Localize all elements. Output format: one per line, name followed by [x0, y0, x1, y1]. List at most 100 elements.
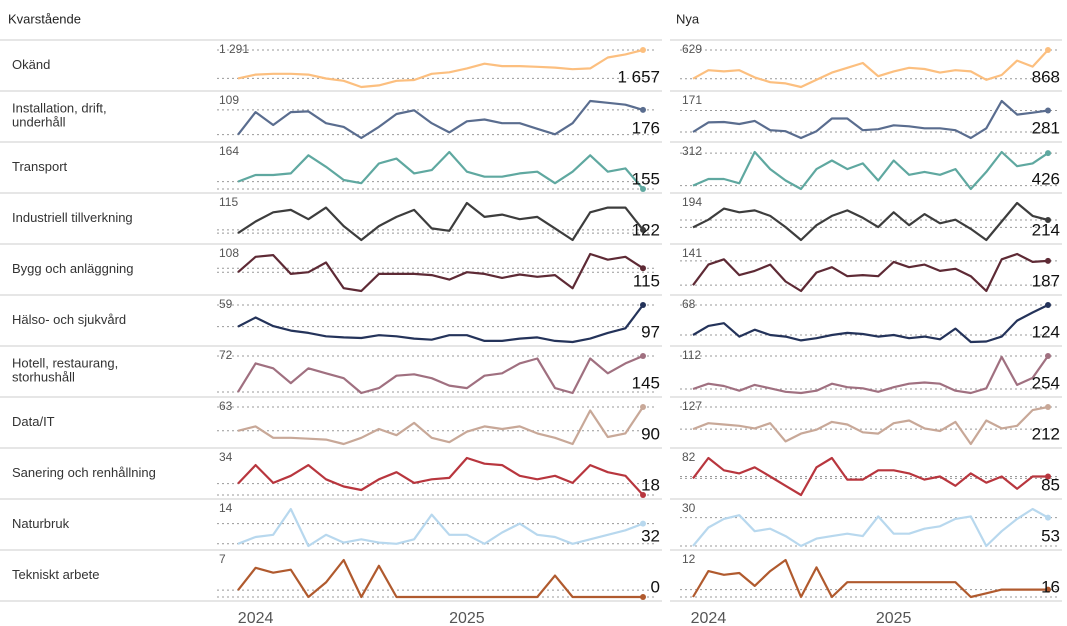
last-value-label: 214	[1032, 220, 1060, 239]
last-value-label: 145	[632, 373, 660, 392]
last-value-label: 97	[641, 322, 660, 341]
end-point	[640, 226, 646, 233]
last-value-label: 281	[1032, 118, 1060, 137]
last-value-label: 176	[632, 118, 660, 137]
first-value-label: 108	[219, 246, 239, 260]
end-point	[1045, 217, 1051, 224]
series-line	[692, 405, 1049, 446]
first-value-label: 14	[219, 501, 233, 515]
end-point	[1045, 404, 1051, 410]
first-value-label: 59	[219, 297, 233, 311]
first-value-label: 72	[219, 348, 233, 362]
last-value-label: 187	[1032, 271, 1060, 290]
end-point	[1045, 586, 1051, 593]
last-value-label: 90	[641, 424, 660, 443]
panel-title: Kvarstående	[8, 11, 81, 26]
series-line	[237, 456, 644, 496]
series-line	[692, 150, 1049, 191]
last-value-label: 122	[632, 220, 660, 239]
first-value-label: 68	[682, 297, 696, 311]
end-point	[1045, 473, 1051, 480]
end-point	[640, 265, 646, 272]
end-point	[640, 302, 646, 308]
series-line	[692, 99, 1049, 140]
row-label: Bygg och anläggning	[12, 261, 133, 276]
end-point	[1045, 514, 1051, 521]
row-label: Naturbruk	[12, 516, 70, 531]
end-point	[640, 47, 646, 53]
end-point	[640, 492, 646, 498]
end-point	[1045, 353, 1051, 359]
first-value-label: 115	[219, 195, 238, 209]
end-point	[640, 353, 646, 359]
last-value-label: 115	[633, 271, 660, 290]
x-tick-label: 2025	[449, 610, 485, 626]
series-line	[237, 406, 644, 446]
first-value-label: 127	[682, 399, 702, 413]
x-tick-label: 2024	[691, 610, 727, 626]
row-label: Sanering och renhållning	[12, 465, 156, 480]
first-value-label: 34	[219, 450, 233, 464]
row-label: Okänd	[12, 57, 50, 72]
last-value-label: 16	[1041, 577, 1060, 596]
last-value-label: 212	[1032, 424, 1060, 443]
end-point	[1045, 47, 1051, 53]
series-line	[692, 49, 1049, 89]
end-point	[1045, 302, 1051, 308]
last-value-label: 426	[1032, 169, 1060, 188]
x-tick-label: 2024	[238, 610, 274, 626]
row-label: Transport	[12, 159, 68, 174]
last-value-label: 18	[641, 475, 660, 494]
end-point	[1045, 150, 1051, 157]
first-value-label: 12	[682, 552, 696, 566]
first-value-label: 1 291	[219, 42, 249, 56]
series-line	[237, 507, 644, 548]
series-line	[692, 252, 1049, 293]
series-line	[692, 304, 1049, 344]
first-value-label: 171	[682, 93, 702, 107]
first-value-label: 82	[682, 450, 696, 464]
first-value-label: 30	[682, 501, 696, 515]
series-line	[237, 304, 644, 344]
end-point	[640, 520, 646, 527]
last-value-label: 124	[1032, 322, 1060, 341]
last-value-label: 53	[1041, 526, 1060, 545]
panel-title: Nya	[676, 11, 700, 26]
end-point	[1045, 257, 1051, 264]
end-point	[640, 186, 646, 192]
series-line	[237, 99, 644, 140]
end-point	[640, 106, 646, 113]
end-point	[640, 594, 646, 600]
last-value-label: 85	[1041, 475, 1060, 494]
first-value-label: 629	[682, 42, 702, 56]
last-value-label: 0	[651, 577, 660, 596]
row-label: Industriell tillverkning	[12, 210, 133, 225]
first-value-label: 109	[219, 93, 239, 107]
series-line	[237, 201, 644, 242]
series-line	[237, 252, 644, 293]
end-point	[1045, 107, 1051, 114]
last-value-label: 1 657	[617, 67, 660, 86]
first-value-label: 7	[219, 552, 226, 566]
row-label: Data/IT	[12, 414, 55, 429]
series-line	[237, 150, 644, 190]
end-point	[640, 404, 646, 410]
row-label: Hälso- och sjukvård	[12, 312, 126, 327]
row-label: Hotell, restaurang, storhushåll	[12, 356, 118, 385]
last-value-label: 254	[1032, 373, 1060, 392]
last-value-label: 32	[641, 526, 660, 545]
last-value-label: 155	[632, 169, 660, 188]
row-label: Installation, drift, underhåll	[12, 101, 107, 130]
first-value-label: 194	[682, 195, 702, 209]
first-value-label: 112	[682, 348, 701, 362]
series-line	[692, 507, 1049, 548]
series-line	[237, 558, 643, 599]
last-value-label: 868	[1032, 67, 1060, 86]
series-line	[692, 456, 1048, 497]
series-line	[237, 354, 644, 395]
row-label: Tekniskt arbete	[12, 567, 99, 582]
x-tick-label: 2025	[876, 610, 912, 626]
first-value-label: 164	[219, 144, 239, 158]
series-line	[692, 558, 1048, 599]
